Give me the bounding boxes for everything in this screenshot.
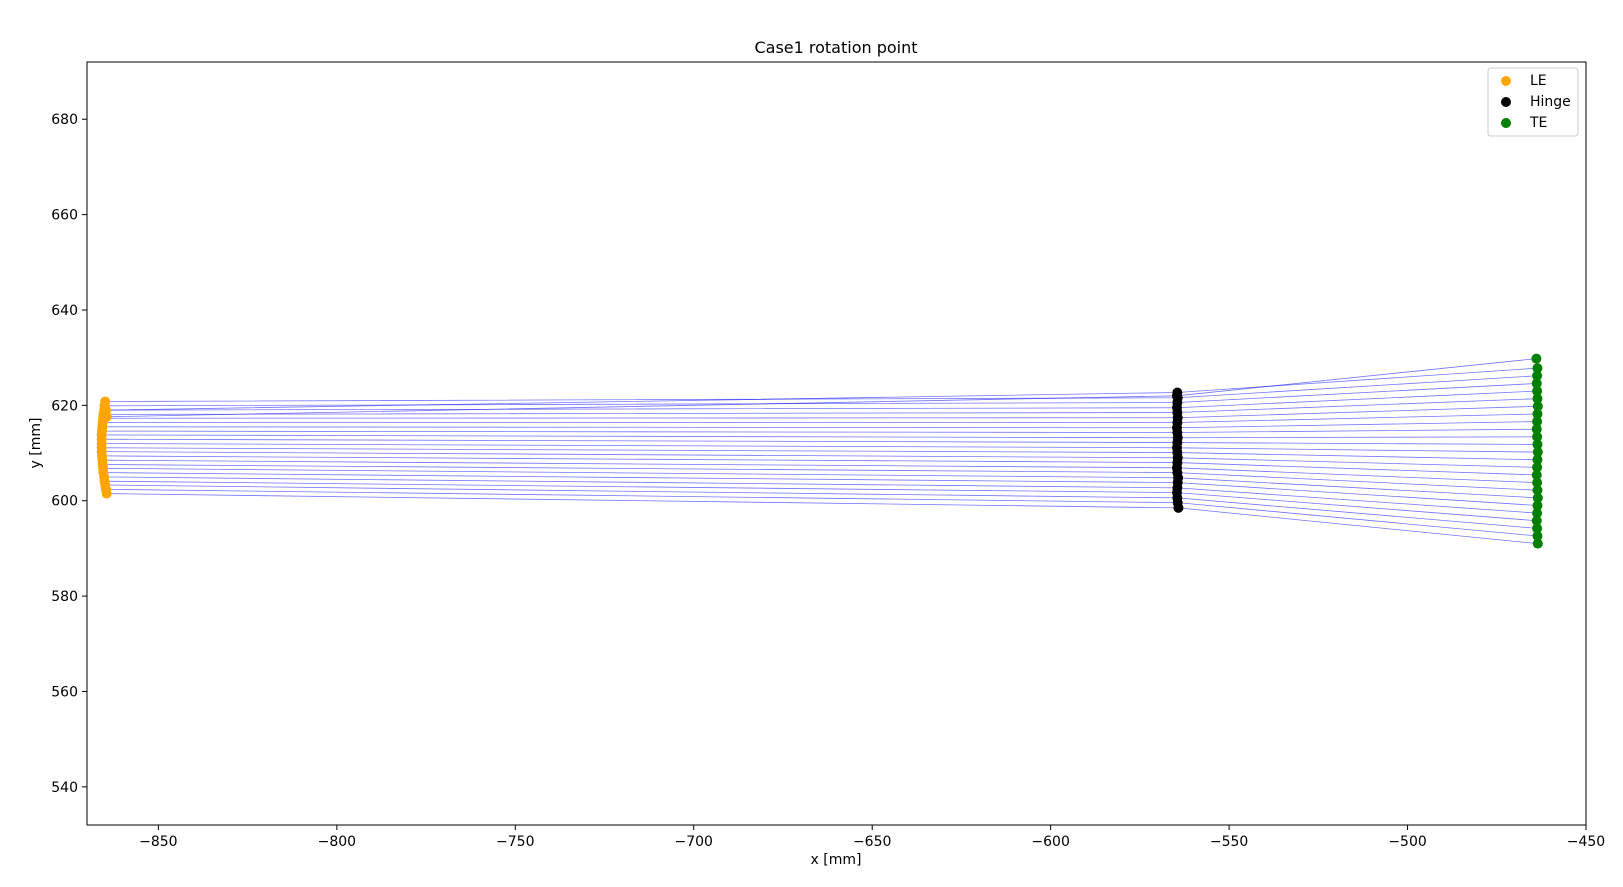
point-te xyxy=(1532,531,1543,542)
point-te xyxy=(1531,353,1542,364)
y-tick-label: 540 xyxy=(51,780,78,796)
chart-title: Case1 rotation point xyxy=(754,38,917,57)
y-tick-label: 580 xyxy=(51,589,78,605)
point-te xyxy=(1531,424,1542,435)
point-te xyxy=(1532,401,1543,412)
point-te xyxy=(1531,469,1542,480)
point-te xyxy=(1531,378,1542,389)
legend-box xyxy=(1487,67,1579,137)
x-axis-label: x [mm] xyxy=(811,852,862,868)
x-tick-label: −500 xyxy=(1388,834,1426,850)
point-te xyxy=(1532,477,1543,488)
data-points xyxy=(96,353,1543,549)
x-tick-label: −850 xyxy=(139,834,177,850)
plot-frame xyxy=(86,61,1587,826)
point-le xyxy=(100,396,111,407)
legend-label-hinge: Hinge xyxy=(1530,94,1571,110)
point-hinge xyxy=(1171,390,1182,401)
y-tick-label: 640 xyxy=(51,303,78,319)
x-tick-label: −600 xyxy=(1031,834,1069,850)
point-te xyxy=(1532,462,1543,473)
axis-ticks: −850 −800 −750 −700 −650 −600 −550 −500 −450 540 5… xyxy=(51,112,1605,850)
y-axis-label: y [mm] xyxy=(28,418,44,469)
point-te xyxy=(1532,393,1543,404)
x-tick-label: −750 xyxy=(496,834,534,850)
point-te xyxy=(1532,408,1543,419)
point-te xyxy=(1532,416,1543,427)
point-te xyxy=(1532,508,1543,519)
point-te xyxy=(1532,370,1543,381)
x-tick-label: −450 xyxy=(1567,834,1605,850)
x-tick-label: −800 xyxy=(318,834,356,850)
y-tick-label: 660 xyxy=(51,208,78,224)
point-te xyxy=(1532,500,1543,511)
legend-marker-te xyxy=(1501,118,1511,128)
legend-label-te: TE xyxy=(1529,115,1547,131)
y-tick-label: 620 xyxy=(51,398,78,414)
point-te xyxy=(1532,523,1543,534)
point-te xyxy=(1532,431,1543,442)
legend-label-le: LE xyxy=(1530,73,1547,89)
point-te xyxy=(1531,515,1542,526)
y-tick-label: 600 xyxy=(51,494,78,510)
point-le xyxy=(101,411,112,422)
point-te xyxy=(1532,363,1543,374)
x-tick-label: −650 xyxy=(853,834,891,850)
point-te xyxy=(1532,454,1543,465)
legend: LE Hinge TE xyxy=(1487,67,1579,137)
y-tick-label: 560 xyxy=(51,684,78,700)
x-tick-label: −700 xyxy=(675,834,713,850)
point-te xyxy=(1532,447,1543,458)
point-te xyxy=(1532,485,1543,496)
point-te xyxy=(1532,439,1543,450)
legend-marker-hinge xyxy=(1501,97,1511,107)
point-te xyxy=(1532,538,1543,549)
point-te xyxy=(1532,386,1543,397)
legend-marker-le xyxy=(1501,76,1511,86)
y-tick-label: 680 xyxy=(51,112,78,128)
point-te xyxy=(1532,492,1543,503)
x-tick-label: −550 xyxy=(1210,834,1248,850)
